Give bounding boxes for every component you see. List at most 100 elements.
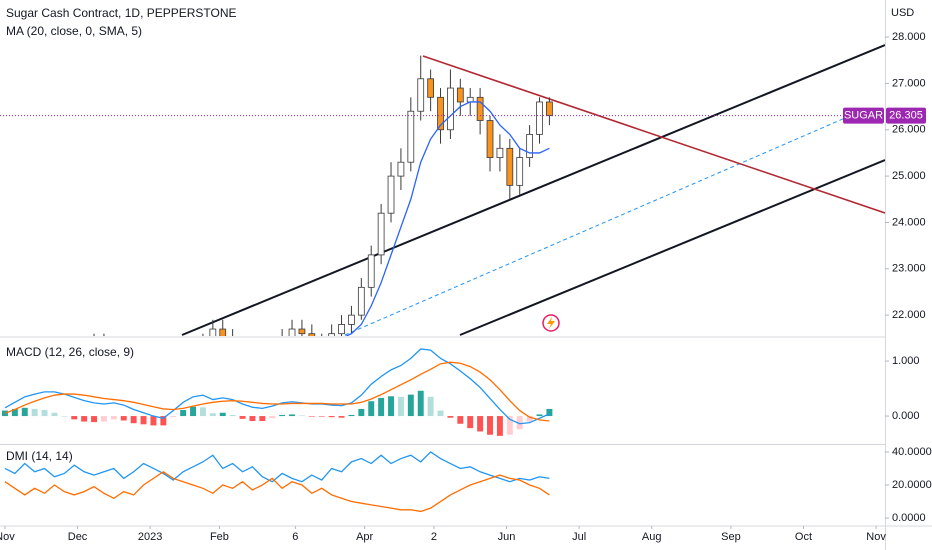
histogram-bar xyxy=(81,416,88,422)
chart-title: Sugar Cash Contract, 1D, PEPPERSTONE xyxy=(6,6,237,20)
histogram-bar xyxy=(437,410,444,417)
histogram-bar xyxy=(378,397,385,417)
candle-body xyxy=(526,133,533,158)
pane xyxy=(4,451,550,513)
histogram-bar xyxy=(91,416,98,423)
histogram-bar xyxy=(229,414,236,417)
price-badge xyxy=(886,107,926,124)
series-line xyxy=(344,101,550,336)
candle-body xyxy=(377,212,385,256)
histogram-bar xyxy=(140,416,147,425)
x-tick-label: 6 xyxy=(292,531,298,543)
y-tick-label: 1.000 xyxy=(892,355,920,367)
histogram-bar xyxy=(318,416,325,417)
histogram-bar xyxy=(61,416,68,417)
candle-body xyxy=(298,328,306,335)
histogram-bar xyxy=(120,416,127,421)
histogram-bar xyxy=(388,396,394,417)
histogram-bar xyxy=(199,407,206,417)
histogram-bar xyxy=(41,410,48,417)
histogram-bar xyxy=(110,416,117,420)
indicator-label: MA (20, close, 0, SMA, 5) xyxy=(6,24,142,38)
histogram-bar xyxy=(368,401,375,417)
histogram-bar xyxy=(160,416,167,426)
histogram-bar xyxy=(546,408,553,417)
price-label: 26.305 xyxy=(889,110,923,122)
histogram-bar xyxy=(487,416,493,435)
candle-body xyxy=(357,286,365,316)
y-tick-label: 22.000 xyxy=(892,309,926,321)
histogram-bar xyxy=(259,416,266,422)
pane xyxy=(1,348,553,436)
candle-body xyxy=(516,157,524,186)
candle-body xyxy=(308,333,316,336)
histogram-bar xyxy=(279,414,286,417)
x-tick-label: Nov xyxy=(866,531,886,543)
histogram-bar xyxy=(130,416,137,424)
histogram-bar xyxy=(526,416,533,422)
x-tick-label: Apr xyxy=(356,531,373,543)
candle-body xyxy=(348,314,355,325)
histogram-bar xyxy=(71,416,78,420)
candle-body xyxy=(546,101,553,117)
x-tick-label: Aug xyxy=(642,531,662,543)
x-tick-label: Feb xyxy=(210,531,229,543)
y-tick-label: 40.0000 xyxy=(892,446,932,458)
histogram-bar xyxy=(407,394,414,417)
histogram-bar xyxy=(31,408,38,417)
channel-line xyxy=(181,44,885,336)
y-tick-label: 25.000 xyxy=(892,170,926,182)
histogram-bar xyxy=(190,406,197,417)
x-tick-label: 2 xyxy=(431,531,437,543)
series-line xyxy=(4,451,550,483)
histogram-bar xyxy=(298,415,305,417)
histogram-bar xyxy=(21,407,28,417)
drawings xyxy=(181,44,885,336)
histogram-bar xyxy=(447,416,454,418)
candle-body xyxy=(328,333,335,336)
candle-body xyxy=(288,328,296,336)
histogram-bar xyxy=(516,416,523,430)
histogram-bar xyxy=(338,416,345,418)
candle-body xyxy=(209,328,217,336)
y-tick-label: 28.000 xyxy=(892,31,926,43)
trend-line xyxy=(422,55,885,214)
y-tick-label: 24.000 xyxy=(892,216,926,228)
histogram-bar xyxy=(417,390,424,417)
x-tick-label: Jun xyxy=(498,531,516,543)
series-line xyxy=(4,361,550,422)
histogram-bar xyxy=(536,414,543,417)
histogram-bar xyxy=(209,413,216,417)
event-bolt[interactable] xyxy=(547,317,555,329)
candle-body xyxy=(466,96,474,103)
histogram-bar xyxy=(308,416,315,417)
histogram-bar xyxy=(170,416,177,418)
symbol-badge xyxy=(843,107,884,124)
histogram-bar xyxy=(180,410,187,417)
candle-body xyxy=(447,87,454,131)
indicator-label: MACD (12, 26, close, 9) xyxy=(6,345,134,359)
x-tick-label: 2023 xyxy=(138,531,162,543)
candle-body xyxy=(486,120,494,158)
x-tick-label: Nov xyxy=(0,531,15,543)
histogram-bar xyxy=(506,416,513,435)
histogram-bar xyxy=(427,396,434,417)
candle-body xyxy=(456,87,464,103)
candle-body xyxy=(536,101,543,135)
y-tick-label: 23.000 xyxy=(892,263,926,275)
histogram-bar xyxy=(328,416,335,418)
histogram-bar xyxy=(397,396,404,417)
histogram-bar xyxy=(1,410,8,417)
candle-body xyxy=(427,78,434,98)
histogram-bar xyxy=(477,416,484,432)
histogram-bar xyxy=(100,416,107,422)
event-icon[interactable] xyxy=(542,314,560,332)
histogram-bar xyxy=(239,416,246,419)
candle-body xyxy=(219,328,227,336)
pane xyxy=(93,55,553,336)
currency-label: USD xyxy=(891,7,914,19)
x-tick-label: Sep xyxy=(721,531,741,543)
candle-body xyxy=(496,147,504,158)
y-tick-label: 26.000 xyxy=(892,124,926,136)
